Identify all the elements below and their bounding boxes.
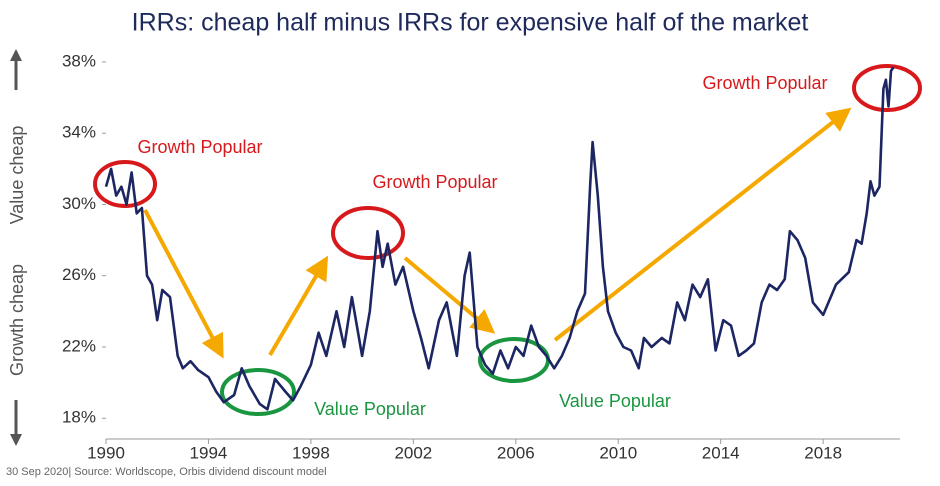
line-series (104, 66, 895, 411)
arrow (143, 209, 224, 359)
circle (852, 64, 922, 112)
circle (93, 160, 157, 208)
arrow (403, 256, 496, 334)
x-tick-label: 1998 (292, 443, 330, 462)
y-tick-label: 18% (62, 408, 96, 427)
chart-title: IRRs: cheap half minus IRRs for expensiv… (132, 9, 809, 37)
annotation-shapes (93, 64, 922, 416)
x-tick-label: 2002 (394, 443, 432, 462)
annotation: Growth Popular (372, 172, 497, 192)
x-tick-label: 2010 (599, 443, 637, 462)
x-tick-label: 1990 (87, 443, 125, 462)
x-tick-label: 2014 (702, 443, 740, 462)
y-tick-label: 38% (62, 51, 96, 70)
y-tick-label: 34% (62, 123, 96, 142)
annotation: Value Popular (314, 399, 426, 419)
annotation: Value Popular (559, 391, 671, 411)
y-tick-label: 30% (62, 194, 96, 213)
x-tick-label: 2006 (497, 443, 535, 462)
x-tick-label: 2018 (804, 443, 842, 462)
circle (331, 206, 405, 260)
y-label-lower: Growth cheap (7, 264, 27, 376)
x-tick-label: 1994 (190, 443, 228, 462)
annotation: Growth Popular (137, 137, 262, 157)
arrow (268, 255, 329, 357)
arrow (553, 107, 852, 342)
circle (220, 368, 296, 416)
source-note: 30 Sep 2020| Source: Worldscope, Orbis d… (6, 466, 327, 478)
y-tick-label: 22% (62, 336, 96, 355)
annotation: Growth Popular (702, 73, 827, 93)
y-tick-label: 26% (62, 265, 96, 284)
y-label-upper: Value cheap (7, 126, 27, 225)
